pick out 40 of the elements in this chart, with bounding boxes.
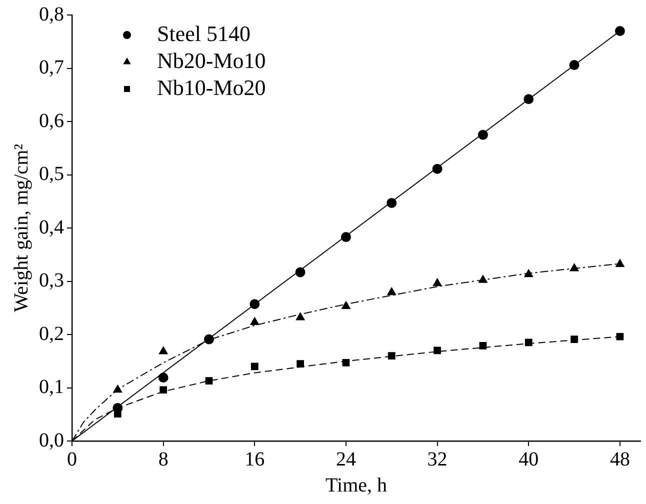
- point: [479, 342, 487, 350]
- legend-label: Nb10-Mo20: [157, 74, 266, 100]
- point: [250, 362, 258, 370]
- y-tick-label: 0,4: [39, 216, 64, 238]
- x-tick-label: 48: [610, 448, 630, 470]
- legend-label: Nb20-Mo10: [157, 48, 266, 73]
- point: [616, 332, 624, 340]
- point: [158, 346, 168, 354]
- point: [160, 386, 168, 394]
- y-tick-label: 0,6: [39, 110, 64, 132]
- y-tick-label: 0,1: [39, 376, 64, 398]
- point: [432, 278, 442, 286]
- point: [342, 301, 350, 310]
- x-tick-label: 24: [336, 448, 356, 470]
- point: [205, 377, 213, 385]
- y-axis-title: Weight gain, mg/cm²: [10, 144, 32, 312]
- y-tick-label: 0,7: [39, 56, 64, 78]
- point: [434, 346, 441, 354]
- legend-label: Steel 5140: [157, 20, 250, 46]
- x-tick-label: 32: [427, 448, 448, 470]
- point: [388, 352, 396, 360]
- point: [616, 259, 624, 267]
- x-tick-label: 40: [518, 448, 539, 470]
- y-tick-label: 0,0: [39, 429, 64, 452]
- point: [478, 275, 488, 283]
- x-tick-label: 8: [158, 448, 168, 470]
- x-axis-title: Time, h: [325, 474, 388, 496]
- y-tick-label: 0,2: [39, 322, 64, 345]
- y-tick-label: 0,5: [39, 163, 64, 185]
- point: [250, 317, 260, 326]
- point: [296, 360, 304, 368]
- point: [570, 336, 578, 343]
- point: [296, 312, 305, 320]
- x-tick-label: 0: [67, 448, 77, 470]
- y-tick-label: 0,3: [39, 270, 64, 292]
- x-tick-label: 16: [244, 448, 265, 470]
- point: [387, 287, 396, 296]
- point: [158, 372, 168, 383]
- y-tick-label: 0,8: [39, 3, 64, 26]
- point: [614, 26, 625, 36]
